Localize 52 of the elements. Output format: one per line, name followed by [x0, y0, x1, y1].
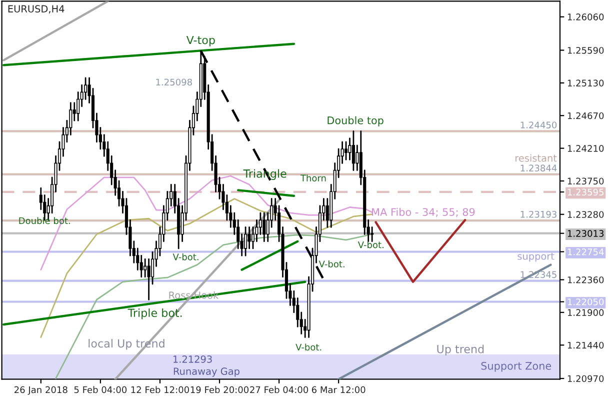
candlestick — [344, 141, 348, 160]
annotation: Double bot. — [19, 217, 70, 224]
y-tick-label: 1.21900 — [568, 309, 604, 316]
annotation: Runaway Gap — [174, 368, 240, 377]
y-tick-label: 1.21440 — [568, 342, 604, 349]
annotation: 1.21293 — [173, 355, 212, 363]
annotation: V-bot. — [296, 344, 322, 351]
y-tick-label: 1.24210 — [568, 145, 604, 152]
x-tick-label: 26 Jan 2018 — [14, 386, 68, 395]
y-tick-label: 1.26060 — [568, 14, 604, 20]
candlestick — [248, 226, 251, 250]
annotation: V-bot. — [318, 260, 344, 268]
annotation: V-bot. — [358, 241, 384, 248]
annotation: Up trend — [437, 344, 484, 356]
y-tick-label: 1.22754 — [568, 248, 604, 256]
y-tick-label: 1.25590 — [568, 46, 604, 54]
annotation: Ross Hook — [169, 291, 219, 299]
y-tick-label: 1.23280 — [568, 211, 604, 218]
x-tick-label: 6 Mar 12:00 — [312, 386, 366, 394]
candlestick — [370, 226, 374, 242]
annotation: Triple bot. — [128, 308, 182, 320]
x-tick-label: 5 Feb 04:00 — [74, 386, 127, 394]
y-tick-label: 1.22360 — [568, 276, 604, 284]
annotation: 1.25098 — [156, 78, 192, 86]
annotation: Double top — [328, 116, 384, 126]
candlestick — [262, 212, 266, 242]
y-tick-label: 1.23750 — [568, 178, 604, 185]
y-tick-label: 1.25130 — [568, 80, 604, 86]
candlestick — [352, 130, 355, 171]
candlestick — [147, 258, 150, 300]
y-tick-label: 1.23595 — [568, 188, 604, 196]
annotation: MA Fibo - 34; 55; 89 — [372, 208, 475, 218]
annotation: V-bot. — [172, 253, 198, 260]
band-label: Support Zone — [481, 362, 552, 372]
y-tick-label: 1.22050 — [568, 298, 604, 306]
annotation: resistant — [516, 154, 557, 162]
candlestick — [244, 226, 248, 256]
x-tick-label: 19 Feb 20:00 — [190, 386, 249, 394]
ref-line-label: 1.24450 — [520, 122, 557, 128]
annotation: Thorn — [300, 174, 326, 182]
y-tick-label: 1.23013 — [568, 230, 604, 237]
y-tick-label: 1.20970 — [568, 375, 604, 382]
chart-title: EURUSD,H4 — [8, 5, 64, 14]
annotation: support — [518, 252, 554, 262]
y-tick-label: 1.24670 — [568, 112, 604, 120]
x-tick-label: 12 Feb 12:00 — [131, 386, 189, 394]
ref-line-label: 1.23193 — [520, 210, 556, 218]
annotation: V-top — [186, 36, 215, 46]
ref-line-label: 1.23844 — [520, 164, 557, 172]
candlestick — [144, 258, 147, 278]
candlestick — [348, 138, 352, 160]
x-tick-label: 27 Feb 04:00 — [250, 386, 308, 394]
